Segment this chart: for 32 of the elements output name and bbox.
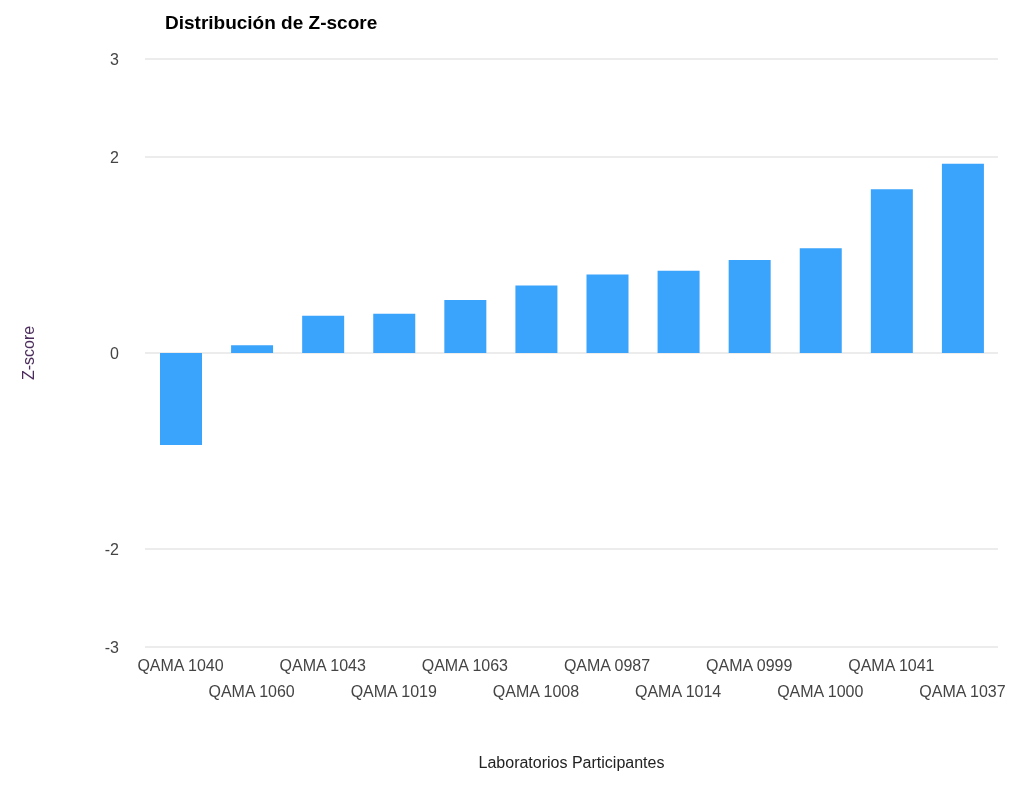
chart-title: Distribución de Z-score bbox=[165, 12, 378, 34]
bar bbox=[657, 270, 700, 353]
bar bbox=[941, 163, 984, 353]
x-tick-label: QAMA 0999 bbox=[706, 657, 793, 674]
bar bbox=[231, 345, 274, 353]
y-axis-title: Z-score bbox=[19, 325, 37, 381]
bar bbox=[870, 189, 913, 353]
x-tick-label: QAMA 1060 bbox=[208, 683, 295, 700]
y-tick-label: 3 bbox=[110, 50, 120, 68]
x-tick-label: QAMA 1000 bbox=[777, 683, 864, 700]
bar bbox=[586, 274, 629, 353]
x-tick-label: QAMA 1014 bbox=[634, 683, 722, 700]
bar bbox=[302, 315, 345, 353]
bar bbox=[373, 313, 416, 353]
x-tick-label: QAMA 1037 bbox=[919, 683, 1006, 700]
bar bbox=[444, 300, 487, 353]
y-tick-label: 2 bbox=[110, 148, 120, 166]
x-tick-label: QAMA 1040 bbox=[137, 657, 224, 674]
bar bbox=[160, 353, 202, 446]
y-tick-label: 0 bbox=[110, 344, 120, 362]
bar bbox=[728, 259, 771, 353]
x-tick-label: QAMA 0987 bbox=[563, 657, 651, 674]
x-tick-label: QAMA 1019 bbox=[350, 683, 438, 700]
x-tick-label: QAMA 1063 bbox=[421, 657, 509, 674]
bar bbox=[799, 248, 842, 353]
x-tick-label: QAMA 1041 bbox=[848, 657, 935, 674]
x-axis-title: Laboratorios Participantes bbox=[478, 754, 665, 771]
y-tick-label: -3 bbox=[104, 638, 120, 656]
y-tick-label: -2 bbox=[104, 540, 120, 558]
x-tick-label: QAMA 1043 bbox=[279, 657, 366, 674]
x-tick-label: QAMA 1008 bbox=[492, 683, 580, 700]
bar bbox=[515, 285, 558, 353]
